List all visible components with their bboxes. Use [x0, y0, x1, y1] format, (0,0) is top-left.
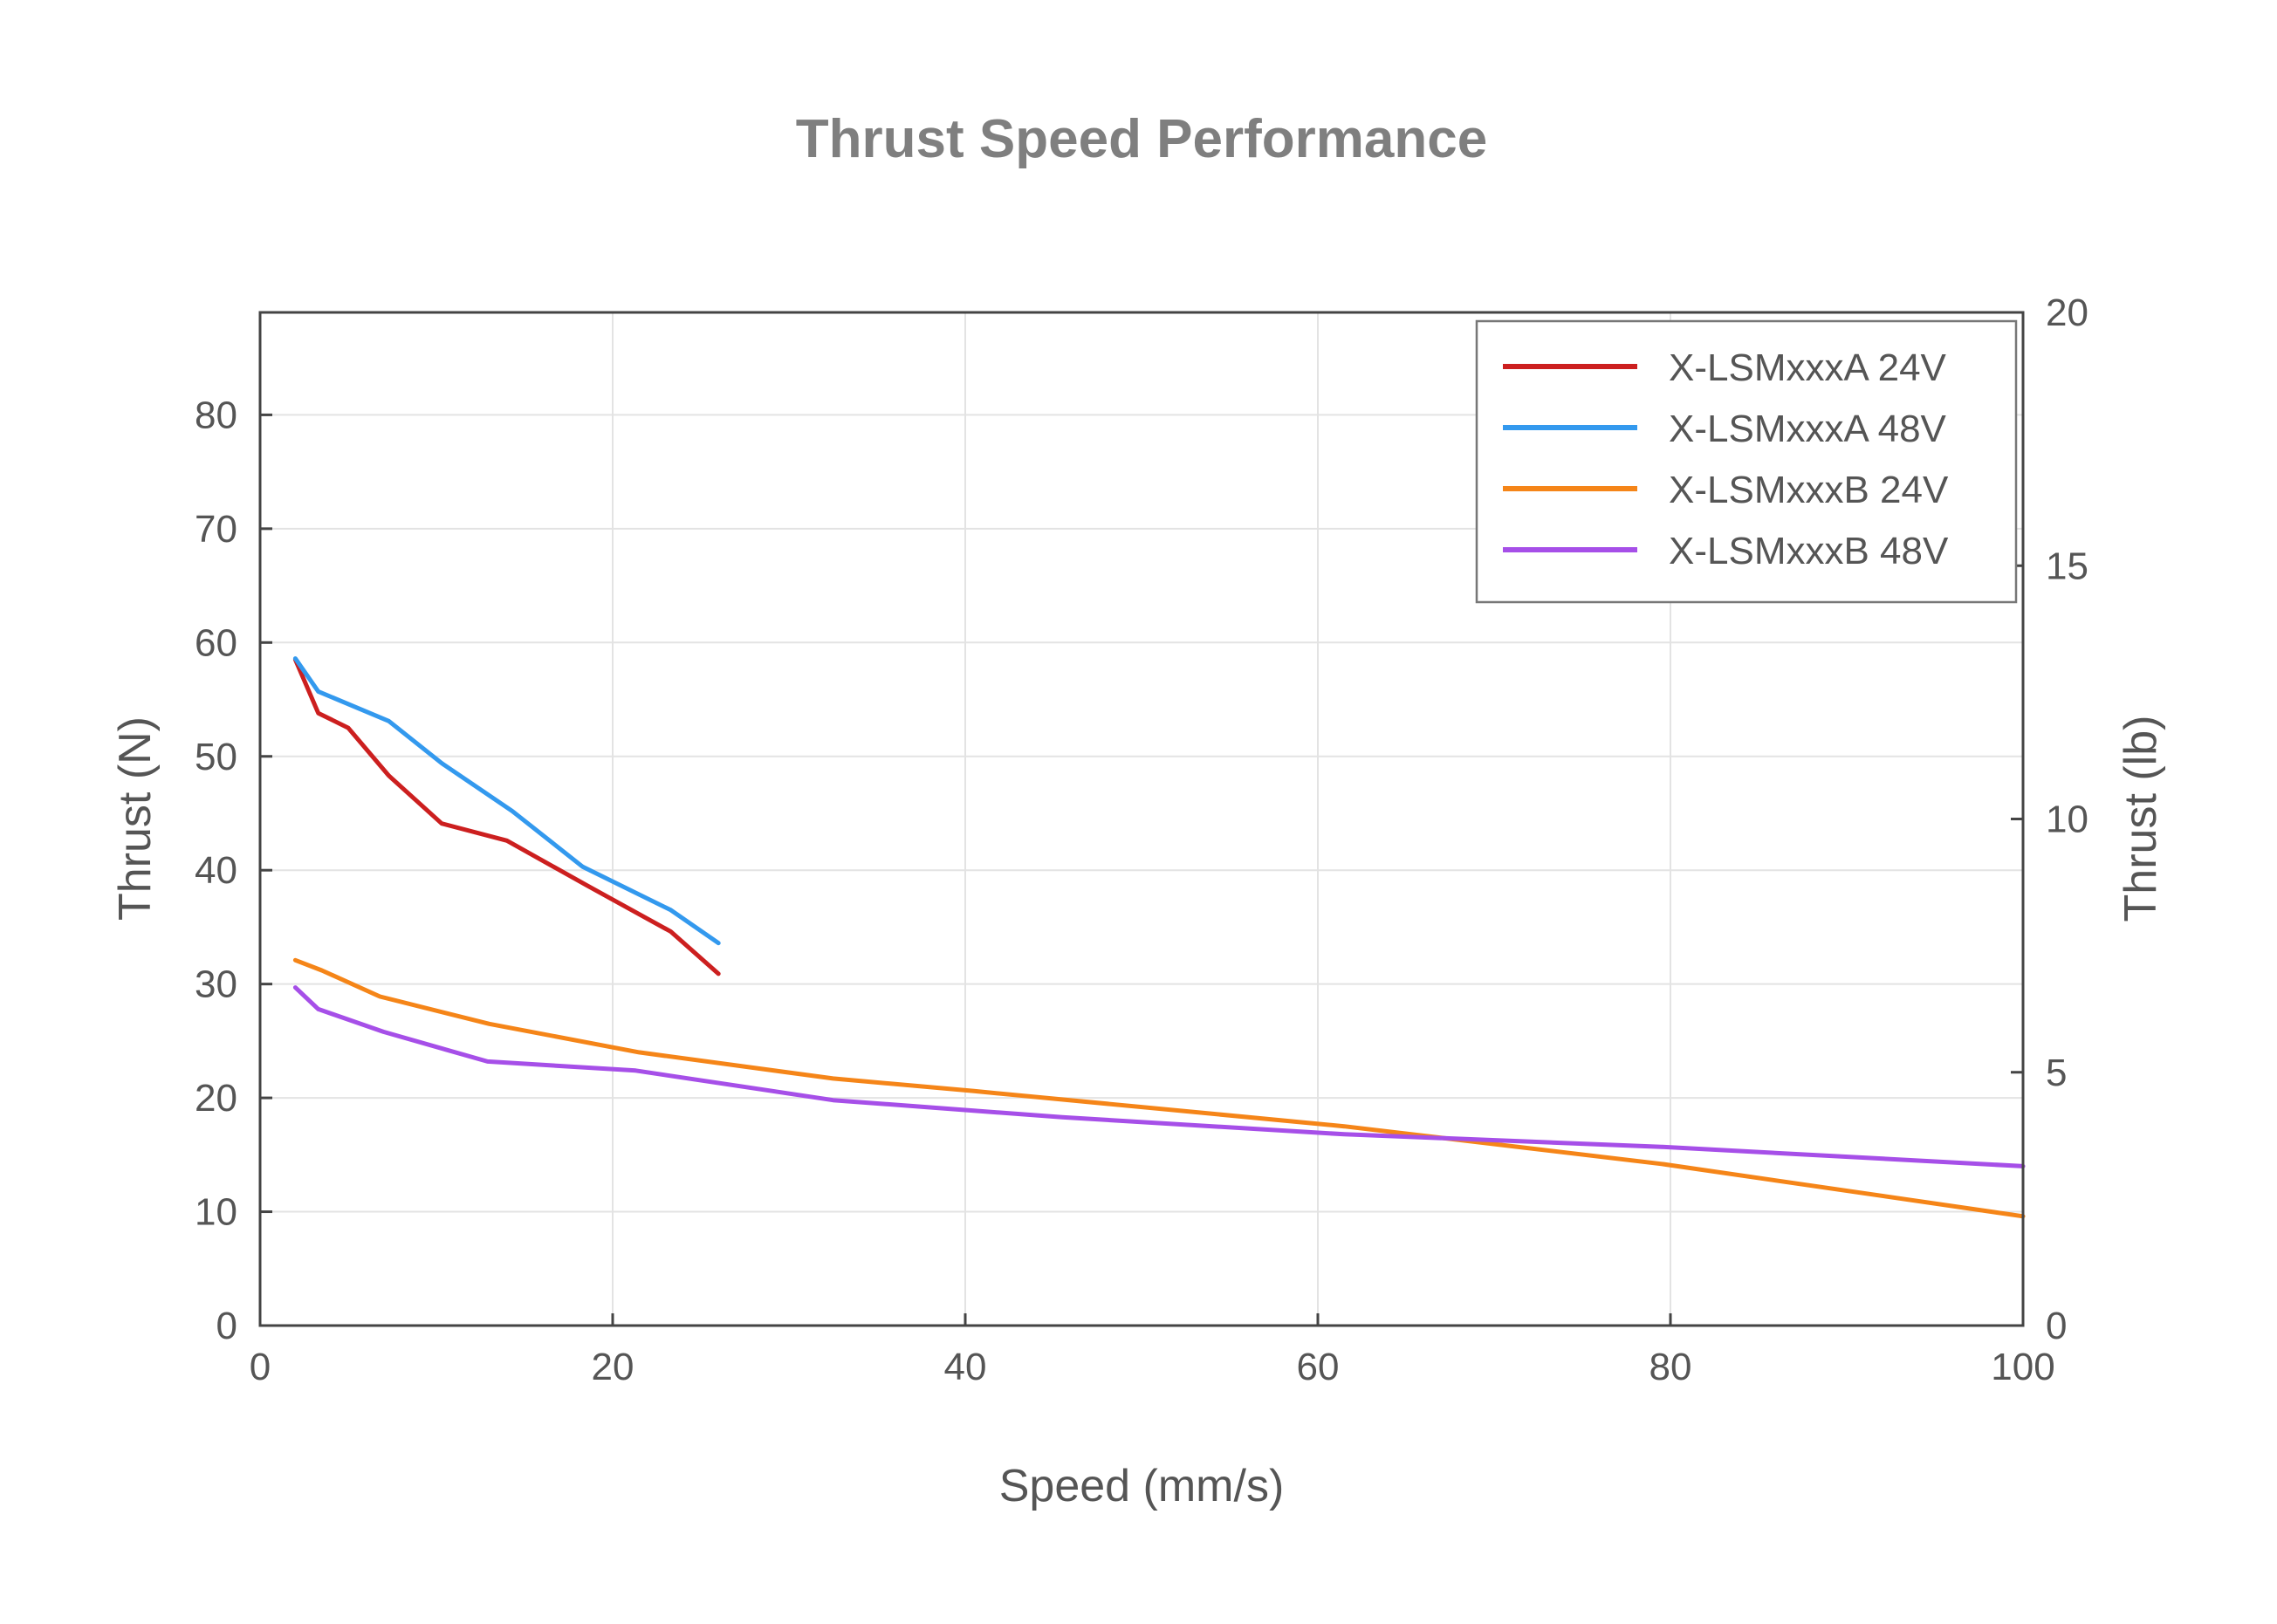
y2-tick-label: 10 [2046, 798, 2088, 841]
series-line [292, 957, 2026, 1219]
legend-label: X-LSMxxxB 24V [1669, 469, 1949, 511]
y-tick-label: 60 [195, 621, 237, 664]
y-tick-label: 40 [195, 849, 237, 892]
y2-tick-label: 5 [2046, 1052, 2067, 1094]
series-line [292, 657, 721, 976]
chart-title: Thrust Speed Performance [796, 109, 1487, 169]
x-axis-label: Speed (mm/s) [999, 1461, 1285, 1511]
legend-label: X-LSMxxxA 24V [1669, 346, 1947, 389]
grid-lines [260, 312, 2023, 1326]
x-tick-label: 40 [944, 1346, 987, 1388]
y-tick-label: 30 [195, 963, 237, 1006]
y2-tick-label: 15 [2046, 545, 2088, 587]
legend-label: X-LSMxxxB 48V [1669, 530, 1949, 572]
y-tick-label: 0 [216, 1305, 237, 1347]
series-lines [292, 656, 2026, 1219]
y2-tick-label: 0 [2046, 1305, 2067, 1347]
x-tick-label: 100 [1991, 1346, 2054, 1388]
x-tick-label: 0 [250, 1346, 271, 1388]
y-tick-label: 80 [195, 394, 237, 436]
x-tick-label: 20 [592, 1346, 634, 1388]
x-tick-label: 80 [1649, 1346, 1692, 1388]
y-tick-label: 10 [195, 1191, 237, 1234]
legend-label: X-LSMxxxA 48V [1669, 408, 1947, 450]
y-tick-label: 70 [195, 508, 237, 551]
y2-tick-label: 20 [2046, 291, 2088, 334]
y-tick-label: 20 [195, 1077, 237, 1120]
series-line [292, 985, 2026, 1168]
legend: X-LSMxxxA 24V X-LSMxxxA 48V X-LSMxxxB 24V X… [1475, 319, 2018, 604]
y2-axis-label: Thrust (lb) [2116, 716, 2166, 922]
x-tick-label: 60 [1297, 1346, 1340, 1388]
y-axis-label: Thrust (N) [110, 716, 161, 921]
series-line [292, 656, 721, 946]
y-tick-label: 50 [195, 736, 237, 778]
